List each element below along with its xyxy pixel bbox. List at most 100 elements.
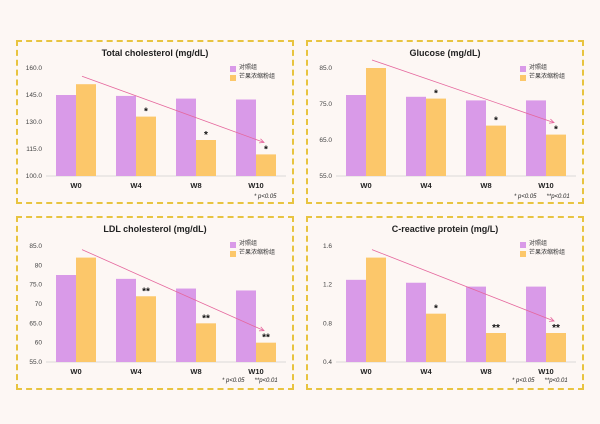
legend-label-control: 对照组 [239, 65, 258, 71]
y-tick-label: 75.0 [319, 101, 332, 108]
bar-mango [196, 140, 216, 176]
bar-control [176, 98, 196, 176]
legend-label-control: 对照组 [529, 65, 548, 71]
y-tick-label: 1.2 [323, 282, 332, 289]
significance-marker: ** [552, 323, 560, 334]
significance-marker: ** [142, 286, 150, 297]
x-tick-label: W0 [360, 367, 371, 376]
bar-control [116, 95, 136, 176]
bar-control [406, 96, 426, 176]
bar-mango [76, 84, 96, 176]
trend-arrow-head [258, 138, 265, 144]
legend-label-control: 对照组 [529, 241, 548, 247]
y-tick-label: 130.0 [26, 119, 43, 126]
y-tick-label: 55.0 [319, 173, 332, 180]
chart-title: C-reactive protein (mg/L) [391, 224, 499, 234]
legend-label-mango: 芒果浓缩粉组 [239, 250, 276, 256]
bar-mango [256, 154, 276, 176]
y-tick-label: 0.8 [323, 320, 332, 327]
bar-control [406, 282, 426, 362]
chart-svg: 55.0 60 65.0 70 75.0 80 85.0 W0 W4 ** W8 ** W10 ** [29, 243, 286, 376]
x-tick-label: W10 [538, 181, 553, 190]
y-tick-label: 160.0 [26, 65, 43, 72]
note-p01: **p<0.01 [544, 378, 568, 384]
bar-mango [366, 68, 386, 176]
x-tick-label: W4 [130, 181, 142, 190]
y-tick-label: 1.6 [323, 243, 332, 250]
note-p01: **p<0.01 [254, 378, 278, 384]
bar-control [346, 95, 366, 176]
y-tick-label: 115.0 [26, 146, 42, 153]
legend-label-mango: 芒果浓缩粉组 [529, 250, 566, 256]
bar-mango [486, 125, 506, 176]
x-tick-label: W8 [190, 181, 201, 190]
note-p05: * p<0.05 [512, 378, 535, 384]
bar-control [56, 95, 76, 176]
legend-swatch-mango [230, 74, 236, 81]
significance-marker: * [554, 125, 558, 136]
bar-mango [426, 313, 446, 362]
y-tick-label: 60 [35, 340, 43, 347]
legend: 对照组 芒果浓缩粉组 [230, 64, 275, 82]
legend-swatch-mango [520, 250, 526, 257]
chart-svg: 100.0 115.0 130.0 145.0 160.0 W0 W4 * W8 * W10 * [26, 65, 286, 190]
trend-arrow-line [371, 59, 555, 123]
legend-swatch-control [520, 65, 526, 72]
bar-mango [366, 257, 386, 362]
legend: 对照组 芒果浓缩粉组 [520, 240, 565, 258]
note-p05: * p<0.05 [222, 378, 245, 384]
y-tick-label: 55.0 [29, 359, 42, 366]
bar-mango [256, 342, 276, 362]
chart-panel-ldl-cholesterol: LDL cholesterol (mg/dL) 55.0 60 65.0 70 75.0… [16, 216, 294, 390]
y-tick-label: 85.0 [29, 243, 42, 250]
significance-marker: * [204, 130, 208, 141]
chart-title: LDL cholesterol (mg/dL) [103, 224, 207, 234]
x-tick-label: W0 [70, 367, 81, 376]
significance-note: * p<0.05 [254, 194, 277, 200]
legend-swatch-mango [520, 74, 526, 81]
significance-marker: * [434, 304, 438, 315]
legend: 对照组 芒果浓缩粉组 [230, 240, 275, 258]
note-p01: **p<0.01 [546, 194, 570, 200]
x-tick-label: W8 [480, 181, 491, 190]
legend-swatch-control [230, 65, 236, 72]
bar-mango [196, 323, 216, 362]
chart-title: Total cholesterol (mg/dL) [101, 48, 209, 58]
bar-mango [136, 116, 156, 176]
y-tick-label: 80 [35, 262, 43, 269]
legend-swatch-mango [230, 250, 236, 257]
significance-marker: * [264, 144, 268, 155]
significance-note: * p<0.05 **p<0.01 [222, 378, 278, 384]
significance-marker: * [494, 116, 498, 127]
significance-marker: * [144, 107, 148, 118]
y-tick-label: 145.0 [26, 92, 43, 99]
bar-control [346, 279, 366, 362]
bar-mango [486, 333, 506, 362]
legend-label-control: 对照组 [239, 241, 258, 247]
bar-control [526, 100, 546, 176]
x-tick-label: W4 [130, 367, 142, 376]
trend-arrow-line [81, 75, 265, 143]
trend-arrow-head [258, 326, 265, 332]
chart-svg: 0.4 0.8 1.2 1.6 W0 W4 * W8 ** W10 ** [323, 243, 576, 376]
chart-panel-c-reactive-protein: C-reactive protein (mg/L) 0.4 0.8 1.2 1.6 W0… [306, 216, 584, 390]
x-tick-label: W4 [420, 367, 432, 376]
x-tick-label: W8 [480, 367, 491, 376]
y-tick-label: 65.0 [319, 137, 332, 144]
chart-svg: 55.0 65.0 75.0 85.0 W0 W4 * W8 * W10 * [319, 59, 576, 190]
bar-control [466, 100, 486, 176]
note-p05: * p<0.05 [254, 194, 277, 200]
trend-arrow-head [548, 118, 555, 124]
x-tick-label: W10 [248, 367, 263, 376]
x-tick-label: W8 [190, 367, 201, 376]
legend-swatch-control [230, 241, 236, 248]
trend-arrow-line [81, 249, 265, 332]
bar-control [466, 286, 486, 362]
y-tick-label: 0.4 [323, 359, 332, 366]
significance-note: * p<0.05 **p<0.01 [512, 378, 568, 384]
y-tick-label: 70 [35, 301, 43, 308]
bar-control [236, 99, 256, 176]
significance-marker: * [434, 89, 438, 100]
x-tick-label: W4 [420, 181, 432, 190]
y-tick-label: 100.0 [26, 173, 43, 180]
